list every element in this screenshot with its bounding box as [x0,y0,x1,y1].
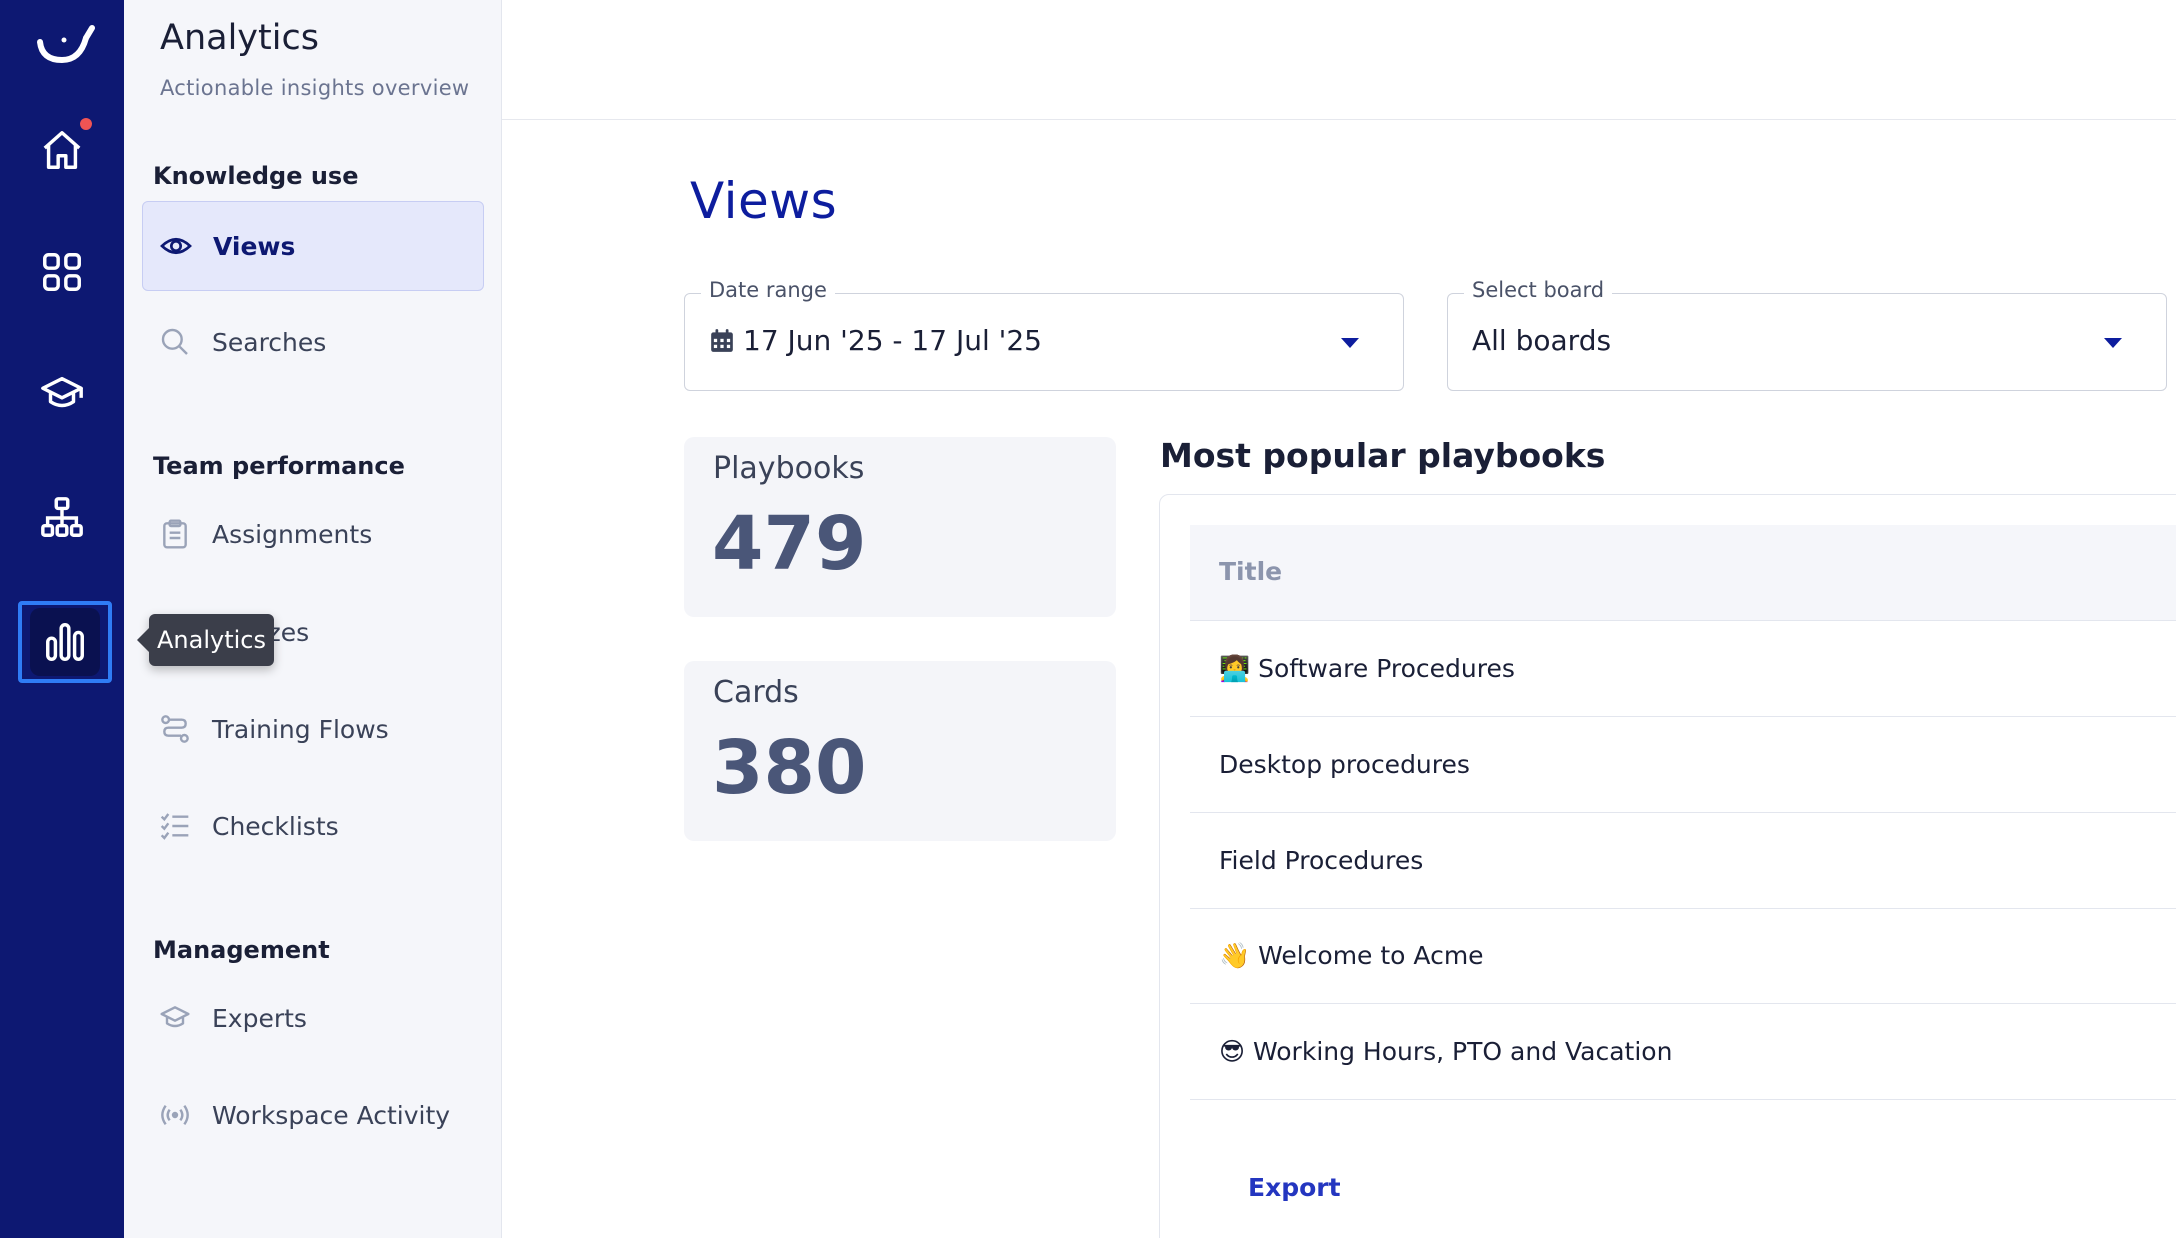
date-range-label: Date range [701,278,835,302]
clipboard-icon [163,519,187,549]
graduation-cap-icon [160,1006,190,1028]
subnav-item-views[interactable]: Views [142,201,484,291]
subnav-item-training-flows[interactable]: Training Flows [142,684,484,774]
subnav-item-label: Training Flows [212,714,389,744]
board-label: Select board [1464,278,1613,302]
broadcast-icon [161,1104,189,1126]
subnav-item-experts[interactable]: Experts [142,973,484,1063]
export-button[interactable]: Export [1248,1173,1341,1202]
rail-analytics-highlight [30,608,100,676]
table-row[interactable]: 👋 Welcome to Acme [1190,908,2176,1004]
home-icon [43,131,81,169]
popular-playbooks-title: Most popular playbooks [1160,436,1606,475]
date-range-value: 17 Jun '25 - 17 Jul '25 [743,324,1042,357]
app-rail [0,0,124,1238]
subnav-item-label: Checklists [212,811,339,841]
table-row[interactable]: Field Procedures [1190,813,2176,909]
notification-dot [80,118,92,130]
subnav-item-checklists[interactable]: Checklists [142,781,484,871]
section-heading-management: Management [153,936,330,964]
popular-playbooks-table: Title 👩‍💻 Software Procedures Desktop pr… [1159,494,2176,1238]
flow-icon [161,715,189,743]
subnav-subtitle: Actionable insights overview [160,76,470,100]
stat-value: 479 [712,501,867,587]
stat-card-cards: Cards 380 [684,661,1116,841]
table-row[interactable]: 👩‍💻 Software Procedures [1190,621,2176,717]
chevron-down-icon[interactable] [2104,338,2122,348]
date-range-value-wrap: 17 Jun '25 - 17 Jul '25 [709,324,1042,357]
section-heading-knowledge-use: Knowledge use [153,162,359,190]
subnav-item-label: Views [213,231,296,261]
board-value: All boards [1472,324,1612,357]
stat-label: Playbooks [713,451,865,486]
bar-chart-icon [46,623,84,661]
board-select[interactable]: Select board All boards [1447,278,2167,391]
graduation-cap-icon [41,376,83,408]
subnav-item-label: Experts [212,1003,307,1033]
subnav-item-workspace-activity[interactable]: Workspace Activity [142,1070,484,1160]
table-header: Title [1190,525,2176,621]
grid-icon [43,253,81,291]
analytics-tooltip: Analytics [137,614,274,666]
calendar-icon [711,328,733,352]
subnav-title: Analytics [160,18,319,58]
search-icon [161,328,188,355]
logo-icon[interactable] [34,22,96,66]
date-range-select[interactable]: Date range 17 Jun '25 - 17 Jul '25 [684,278,1404,391]
subnav-item-label: Searches [212,327,327,357]
rail-org-button[interactable] [26,482,98,554]
checklist-icon [160,813,189,840]
chevron-down-icon[interactable] [1341,338,1359,348]
eye-icon [160,238,192,254]
subnav-item-assignments[interactable]: Assignments [142,489,484,579]
subnav-item-searches[interactable]: Searches [142,297,484,387]
stat-value: 380 [712,725,867,811]
section-heading-team-performance: Team performance [153,452,405,480]
table-row[interactable]: 😎 Working Hours, PTO and Vacation [1190,1004,2176,1100]
page-title: Views [690,172,838,230]
table-row[interactable]: Desktop procedures [1190,717,2176,813]
rail-training-button[interactable] [26,358,98,430]
stat-card-playbooks: Playbooks 479 [684,437,1116,617]
stat-label: Cards [713,675,799,710]
rail-analytics-button[interactable] [18,601,112,683]
top-bar [502,0,2176,120]
column-header-title[interactable]: Title [1219,557,1283,586]
org-chart-icon [41,497,83,537]
subnav-item-label: Workspace Activity [212,1100,451,1130]
rail-home-button[interactable] [26,114,98,186]
subnav-item-label: Assignments [212,519,373,549]
rail-boards-button[interactable] [26,236,98,308]
